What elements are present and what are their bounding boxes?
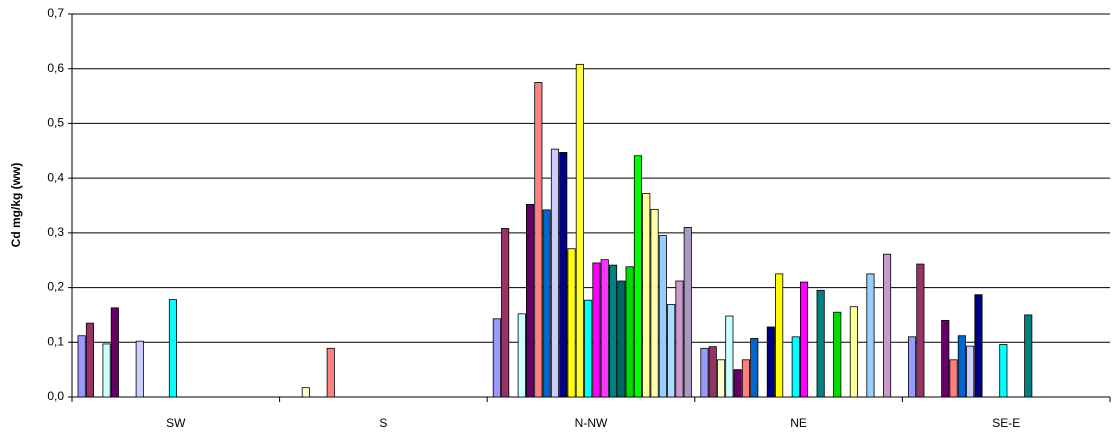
bar	[733, 369, 742, 398]
bar	[135, 340, 144, 398]
bar	[492, 318, 501, 398]
bar	[609, 264, 618, 398]
bar	[85, 322, 95, 398]
bar	[642, 193, 651, 398]
bar	[110, 307, 119, 398]
bar	[908, 336, 917, 398]
bar	[717, 359, 726, 398]
bar	[750, 338, 759, 398]
bar	[559, 152, 568, 398]
bar	[77, 335, 86, 398]
x-tick-label: S	[379, 416, 387, 430]
bar	[517, 313, 526, 398]
y-tick-label: 0,5	[47, 116, 64, 130]
bar	[791, 336, 800, 398]
bar	[833, 311, 842, 398]
bar	[883, 253, 892, 398]
bar	[849, 306, 858, 398]
x-tick-label: NE	[790, 416, 807, 430]
bar	[168, 299, 178, 398]
bar	[916, 263, 925, 398]
bar	[542, 209, 551, 398]
bar	[949, 359, 958, 398]
y-tick-label: 0,4	[47, 170, 64, 184]
bar	[999, 344, 1008, 398]
y-tick-label: 0,1	[47, 334, 64, 348]
y-tick-label: 0,3	[47, 225, 64, 239]
bar	[534, 81, 543, 398]
bar	[957, 335, 966, 398]
bar	[741, 359, 750, 398]
bar	[567, 248, 576, 398]
bar	[675, 280, 684, 398]
bar	[667, 304, 676, 398]
x-tick-label: SE-E	[992, 416, 1020, 430]
bar	[725, 315, 734, 398]
bar	[941, 319, 950, 398]
bar	[625, 266, 634, 398]
bar	[816, 289, 825, 398]
bar	[584, 299, 593, 398]
bar	[592, 262, 601, 398]
bar	[326, 347, 335, 398]
y-tick-label: 0,6	[47, 61, 64, 75]
bar	[775, 273, 784, 398]
bar	[526, 204, 535, 398]
bar	[102, 343, 111, 398]
bar	[501, 228, 510, 398]
bar	[550, 148, 559, 398]
bar	[575, 63, 584, 398]
x-tick-label: N-NW	[575, 416, 608, 430]
y-tick-label: 0,2	[47, 280, 64, 294]
bar	[650, 208, 659, 398]
bar	[617, 280, 626, 398]
y-tick-label: 0,7	[47, 6, 64, 20]
bar	[600, 259, 609, 398]
bar	[301, 387, 310, 398]
bar	[966, 345, 975, 398]
bar	[708, 346, 717, 398]
bar	[766, 326, 775, 398]
y-tick-label: 0,0	[47, 389, 64, 403]
bar	[974, 294, 983, 398]
x-tick-label: SW	[166, 416, 186, 430]
bar	[1024, 314, 1033, 398]
y-axis-title: Cd mg/kg (ww)	[9, 163, 23, 248]
bar	[866, 273, 875, 398]
bar	[683, 226, 692, 398]
bar	[800, 281, 809, 398]
bar	[700, 347, 709, 398]
bar	[633, 155, 642, 398]
bar	[658, 235, 667, 398]
